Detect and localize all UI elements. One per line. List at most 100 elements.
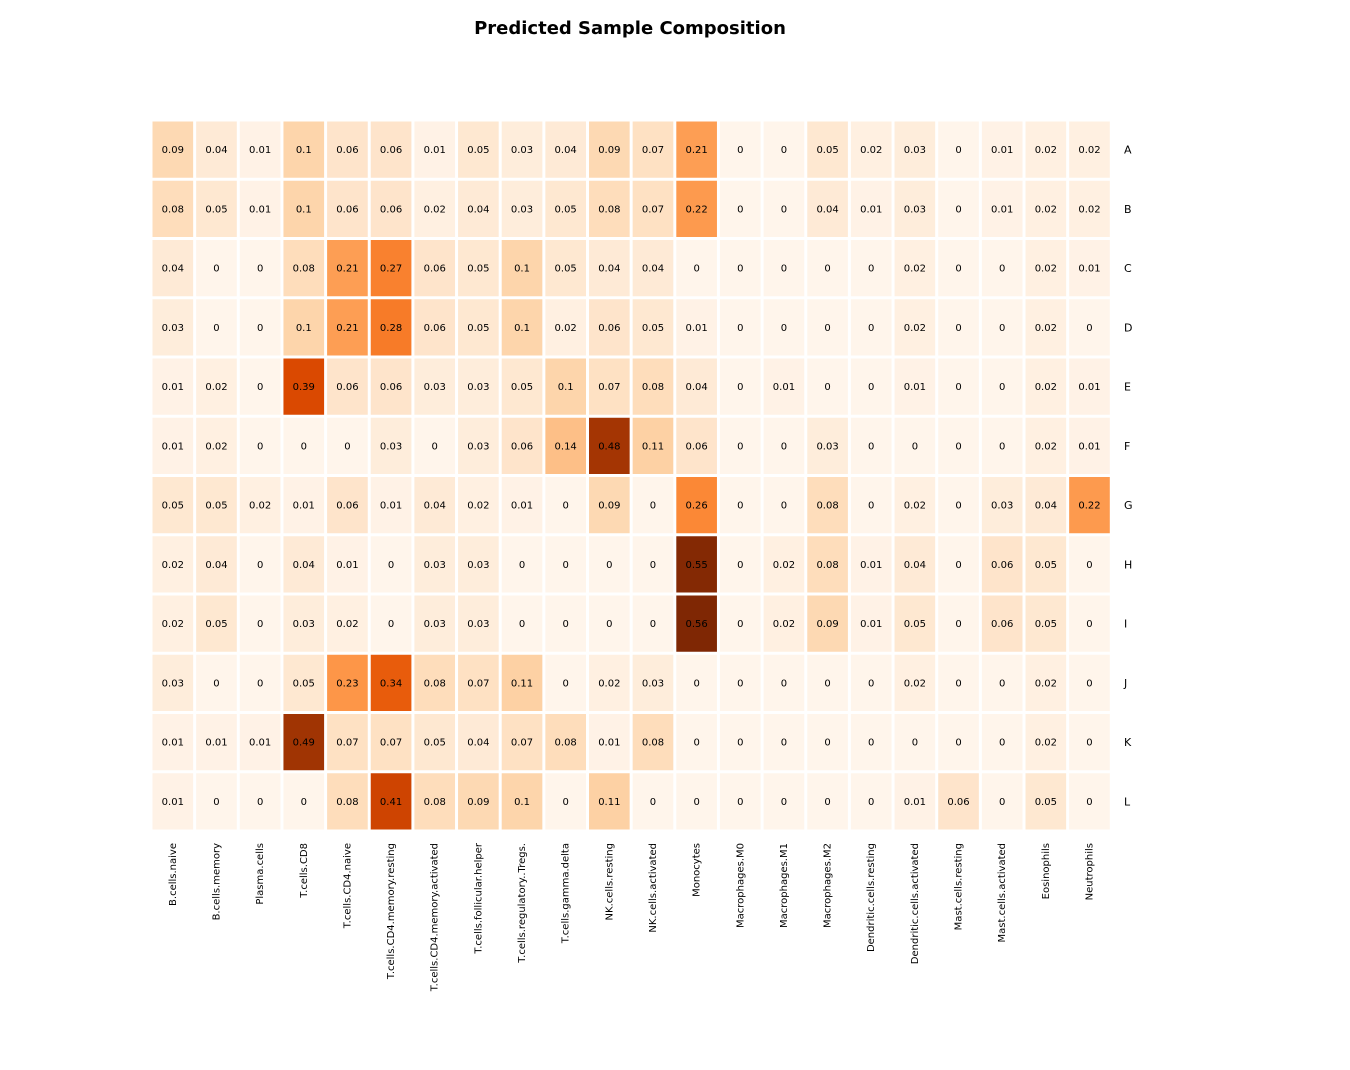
- cell-value-label: 0: [693, 797, 699, 808]
- heatmap-cell: [807, 417, 848, 474]
- cell-value-label: 0.05: [293, 678, 315, 689]
- heatmap-cell: [632, 477, 674, 534]
- cell-value-label: 0.49: [293, 738, 315, 749]
- heatmap-cell: [632, 180, 674, 237]
- cell-value-label: 0: [257, 382, 263, 393]
- cell-value-label: 0.08: [642, 382, 664, 393]
- cell-value-label: 0.02: [1035, 678, 1057, 689]
- cell-value-label: 0.41: [380, 797, 402, 808]
- cell-value-label: 0.08: [162, 204, 184, 215]
- cell-value-label: 0.02: [1078, 204, 1100, 215]
- cell-value-label: 0: [257, 323, 263, 334]
- heatmap-cell: [239, 654, 281, 711]
- heatmap-cell: [763, 654, 805, 711]
- heatmap-cell: [545, 417, 586, 474]
- cell-value-label: 0.02: [904, 678, 926, 689]
- cell-value-label: 0.1: [296, 204, 312, 215]
- cell-value-label: 0: [213, 264, 219, 275]
- cell-value-label: 0.09: [467, 797, 489, 808]
- heatmap-cell: [1069, 536, 1110, 593]
- heatmap-cell: [414, 773, 456, 830]
- heatmap-cell: [676, 595, 717, 652]
- heatmap-cell: [196, 714, 237, 771]
- heatmap-cell: [763, 477, 805, 534]
- heatmap-cell: [763, 595, 805, 652]
- cell-value-label: 0: [257, 619, 263, 630]
- heatmap-cell: [414, 121, 456, 178]
- cell-value-label: 0: [1086, 560, 1092, 571]
- heatmap-cell: [763, 180, 805, 237]
- cell-value-label: 0.07: [598, 382, 620, 393]
- cell-value-label: 0.01: [904, 382, 926, 393]
- heatmap-cell: [327, 773, 368, 830]
- heatmap-cell: [1069, 417, 1110, 474]
- heatmap-cell: [501, 121, 543, 178]
- cell-value-label: 0.01: [991, 204, 1013, 215]
- cell-value-label: 0: [562, 678, 568, 689]
- heatmap-cell: [1025, 536, 1067, 593]
- cell-value-label: 0.01: [162, 382, 184, 393]
- cell-value-label: 0.02: [162, 619, 184, 630]
- row-label: I: [1124, 618, 1127, 631]
- heatmap-cell: [850, 417, 892, 474]
- cell-value-label: 0.01: [293, 501, 315, 512]
- heatmap-cell: [589, 180, 630, 237]
- cell-value-label: 0: [650, 560, 656, 571]
- cell-value-label: 0.11: [642, 441, 664, 452]
- heatmap-cell: [283, 536, 325, 593]
- row-label: L: [1124, 795, 1131, 808]
- heatmap-cell: [545, 714, 586, 771]
- cell-value-label: 0: [213, 678, 219, 689]
- cell-value-label: 0.07: [380, 738, 402, 749]
- heatmap-cell: [589, 773, 630, 830]
- heatmap-cell: [938, 714, 979, 771]
- cell-value-label: 0.08: [555, 738, 577, 749]
- cell-value-label: 0: [955, 619, 961, 630]
- cell-value-label: 0: [737, 797, 743, 808]
- cell-value-label: 0.04: [816, 204, 838, 215]
- heatmap-cell: [414, 417, 456, 474]
- heatmap-cell: [327, 654, 368, 711]
- cell-value-label: 0.08: [424, 797, 446, 808]
- cell-value-label: 0: [781, 797, 787, 808]
- heatmap-cell: [894, 654, 936, 711]
- cell-value-label: 0.06: [380, 204, 402, 215]
- cell-value-label: 0.04: [467, 738, 489, 749]
- heatmap-cell: [632, 358, 674, 415]
- column-label: NK.cells.resting: [604, 843, 615, 920]
- heatmap-cell: [632, 299, 674, 356]
- cell-value-label: 0: [693, 678, 699, 689]
- cell-value-label: 0: [737, 323, 743, 334]
- heatmap-cell: [763, 299, 805, 356]
- heatmap-cell: [589, 121, 630, 178]
- heatmap-cell: [763, 121, 805, 178]
- cell-value-label: 0: [955, 560, 961, 571]
- heatmap-cell: [632, 536, 674, 593]
- cell-value-label: 0.05: [205, 501, 227, 512]
- cell-value-label: 0.01: [249, 145, 271, 156]
- cell-value-label: 0: [824, 382, 830, 393]
- cell-value-label: 0.06: [336, 204, 358, 215]
- cell-value-label: 0.39: [293, 382, 315, 393]
- cell-value-label: 0: [999, 323, 1005, 334]
- cell-value-label: 0: [606, 560, 612, 571]
- heatmap-cell: [458, 714, 499, 771]
- cell-value-label: 0: [301, 797, 307, 808]
- cell-value-label: 0.06: [947, 797, 969, 808]
- heatmap-cell: [632, 773, 674, 830]
- cell-value-label: 0.02: [205, 441, 227, 452]
- heatmap-cell: [327, 595, 368, 652]
- cell-value-label: 0.05: [162, 501, 184, 512]
- heatmap-cell: [1025, 714, 1067, 771]
- cell-value-label: 0.01: [860, 619, 882, 630]
- heatmap-cell: [152, 121, 194, 178]
- row-label: K: [1124, 736, 1132, 749]
- heatmap-cell: [458, 773, 499, 830]
- cell-value-label: 0: [737, 204, 743, 215]
- heatmap-cell: [807, 240, 848, 297]
- cell-value-label: 0.02: [904, 501, 926, 512]
- cell-value-label: 0: [1086, 619, 1092, 630]
- heatmap-cell: [850, 180, 892, 237]
- cell-value-label: 0.07: [511, 738, 533, 749]
- cell-value-label: 0.04: [1035, 501, 1057, 512]
